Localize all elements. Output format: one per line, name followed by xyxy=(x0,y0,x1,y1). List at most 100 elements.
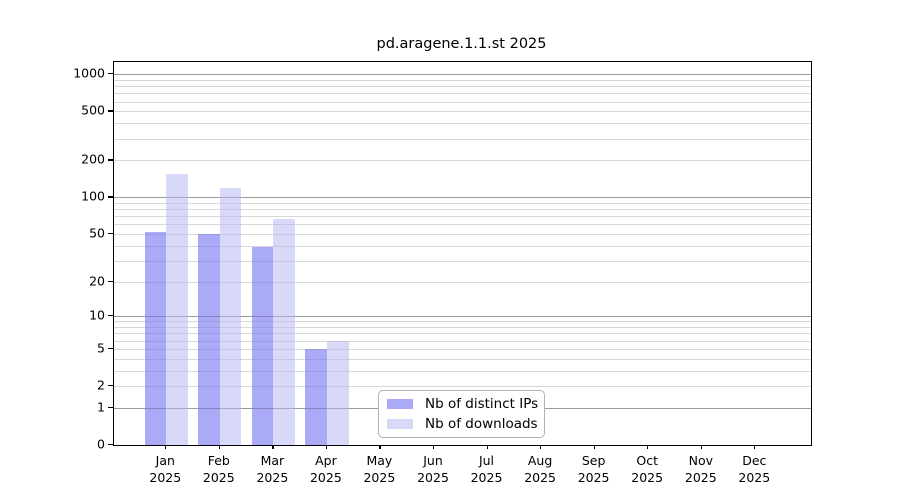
gridline-90 xyxy=(114,203,811,204)
bar-ips-apr xyxy=(305,348,327,445)
x-tick-label-year: 2025 xyxy=(470,470,503,485)
x-tick-label-may: May 2025 xyxy=(349,452,409,486)
x-tick-apr xyxy=(325,445,328,449)
x-tick-label-oct: Oct 2025 xyxy=(617,452,677,486)
gridline-9 xyxy=(114,321,811,323)
x-tick-label-month: Mar xyxy=(260,453,285,468)
y-tick-label-1000: 1000 xyxy=(73,65,105,81)
y-tick-200 xyxy=(108,159,113,161)
y-tick-label-1: 1 xyxy=(97,399,105,415)
x-tick-may xyxy=(379,445,381,449)
gridline-40 xyxy=(114,245,811,247)
chart-title: pd.aragene.1.1.st 2025 xyxy=(376,36,547,52)
x-tick-mar xyxy=(272,445,274,449)
gridline-300 xyxy=(114,138,811,140)
gridline-400 xyxy=(114,123,811,125)
legend-entry-distinct-ips: Nb of distinct IPs xyxy=(387,396,538,412)
x-tick-label-jun: Jun 2025 xyxy=(403,452,463,486)
y-tick-label-2: 2 xyxy=(97,377,105,393)
y-tick-0 xyxy=(108,444,113,446)
x-tick-nov xyxy=(700,445,702,449)
x-tick-label-year: 2025 xyxy=(684,470,717,485)
x-tick-label-month: Dec xyxy=(742,453,767,468)
y-tick-2 xyxy=(108,385,113,387)
y-tick-500 xyxy=(108,110,113,112)
gridline-4 xyxy=(114,358,811,360)
x-tick-jun xyxy=(433,445,435,449)
x-tick-label-month: Oct xyxy=(636,453,658,468)
gridline-100 xyxy=(114,197,811,199)
gridline-600 xyxy=(114,101,811,103)
legend-swatch-downloads xyxy=(387,419,413,429)
gridline-4 xyxy=(114,358,811,360)
gridline-900 xyxy=(114,79,811,81)
gridline-700 xyxy=(114,93,811,95)
gridline-300 xyxy=(114,138,811,140)
x-tick-jul xyxy=(486,445,488,449)
y-tick-label-20: 20 xyxy=(89,273,105,289)
bar-ips-jan xyxy=(144,232,167,445)
gridline-800 xyxy=(114,86,811,88)
y-tick-label-5: 5 xyxy=(97,340,105,356)
y-tick-label-0: 0 xyxy=(97,436,105,452)
gridline-700 xyxy=(114,93,811,95)
gridline-6 xyxy=(114,340,811,342)
gridline-80 xyxy=(114,209,811,211)
gridline-2 xyxy=(114,386,811,388)
x-tick-label-jul: Jul 2025 xyxy=(457,452,517,486)
legend-entry-downloads: Nb of downloads xyxy=(387,416,538,432)
x-tick-label-year: 2025 xyxy=(309,470,342,485)
y-tick-label-10: 10 xyxy=(89,307,105,323)
x-tick-jan xyxy=(165,445,167,449)
x-tick-label-year: 2025 xyxy=(256,470,289,485)
bar-downloads-feb xyxy=(219,187,242,445)
x-tick-oct xyxy=(647,445,649,449)
x-tick-label-apr: Apr 2025 xyxy=(296,452,356,486)
gridline-2 xyxy=(114,386,811,388)
x-tick-label-dec: Dec 2025 xyxy=(724,452,784,486)
gridline-30 xyxy=(114,260,811,262)
gridline-1000 xyxy=(114,74,811,76)
gridline-30 xyxy=(114,260,811,262)
bar-downloads-apr xyxy=(326,340,349,445)
x-tick-label-year: 2025 xyxy=(577,470,610,485)
gridline-9 xyxy=(114,321,811,323)
x-tick-label-month: Aug xyxy=(527,453,553,468)
x-tick-feb xyxy=(218,445,220,449)
bar-ips-feb xyxy=(198,234,220,445)
legend-label-downloads: Nb of downloads xyxy=(425,416,538,432)
gridline-7 xyxy=(114,333,811,335)
legend-swatch-distinct-ips xyxy=(387,399,413,409)
x-tick-label-feb: Feb 2025 xyxy=(189,452,249,486)
x-tick-label-year: 2025 xyxy=(202,470,235,485)
gridline-90 xyxy=(114,203,811,204)
gridline-6 xyxy=(114,340,811,342)
x-tick-label-year: 2025 xyxy=(417,470,449,485)
x-tick-label-mar: Mar 2025 xyxy=(242,452,302,486)
gridline-40 xyxy=(114,245,811,247)
y-tick-1000 xyxy=(108,73,113,75)
x-tick-aug xyxy=(540,445,542,449)
gridline-200 xyxy=(114,160,811,162)
x-tick-label-sep: Sep 2025 xyxy=(564,452,624,486)
gridline-100 xyxy=(114,197,811,199)
x-tick-sep xyxy=(593,445,595,449)
x-tick-label-jan: Jan 2025 xyxy=(135,452,195,486)
gridline-8 xyxy=(114,327,811,329)
bar-downloads-jan xyxy=(166,174,188,445)
y-tick-label-200: 200 xyxy=(81,151,105,167)
gridline-7 xyxy=(114,333,811,335)
x-tick-label-year: 2025 xyxy=(631,470,664,485)
gridline-500 xyxy=(114,111,811,113)
x-tick-label-month: May xyxy=(366,453,393,468)
legend: Nb of distinct IPs Nb of downloads xyxy=(378,390,545,438)
x-tick-label-month: Nov xyxy=(688,453,713,468)
gridline-10 xyxy=(114,316,811,318)
gridline-10 xyxy=(114,316,811,318)
gridline-60 xyxy=(114,224,811,226)
gridline-5 xyxy=(114,348,811,350)
x-tick-label-year: 2025 xyxy=(149,470,182,485)
y-tick-20 xyxy=(108,280,113,282)
gridline-20 xyxy=(114,281,811,283)
